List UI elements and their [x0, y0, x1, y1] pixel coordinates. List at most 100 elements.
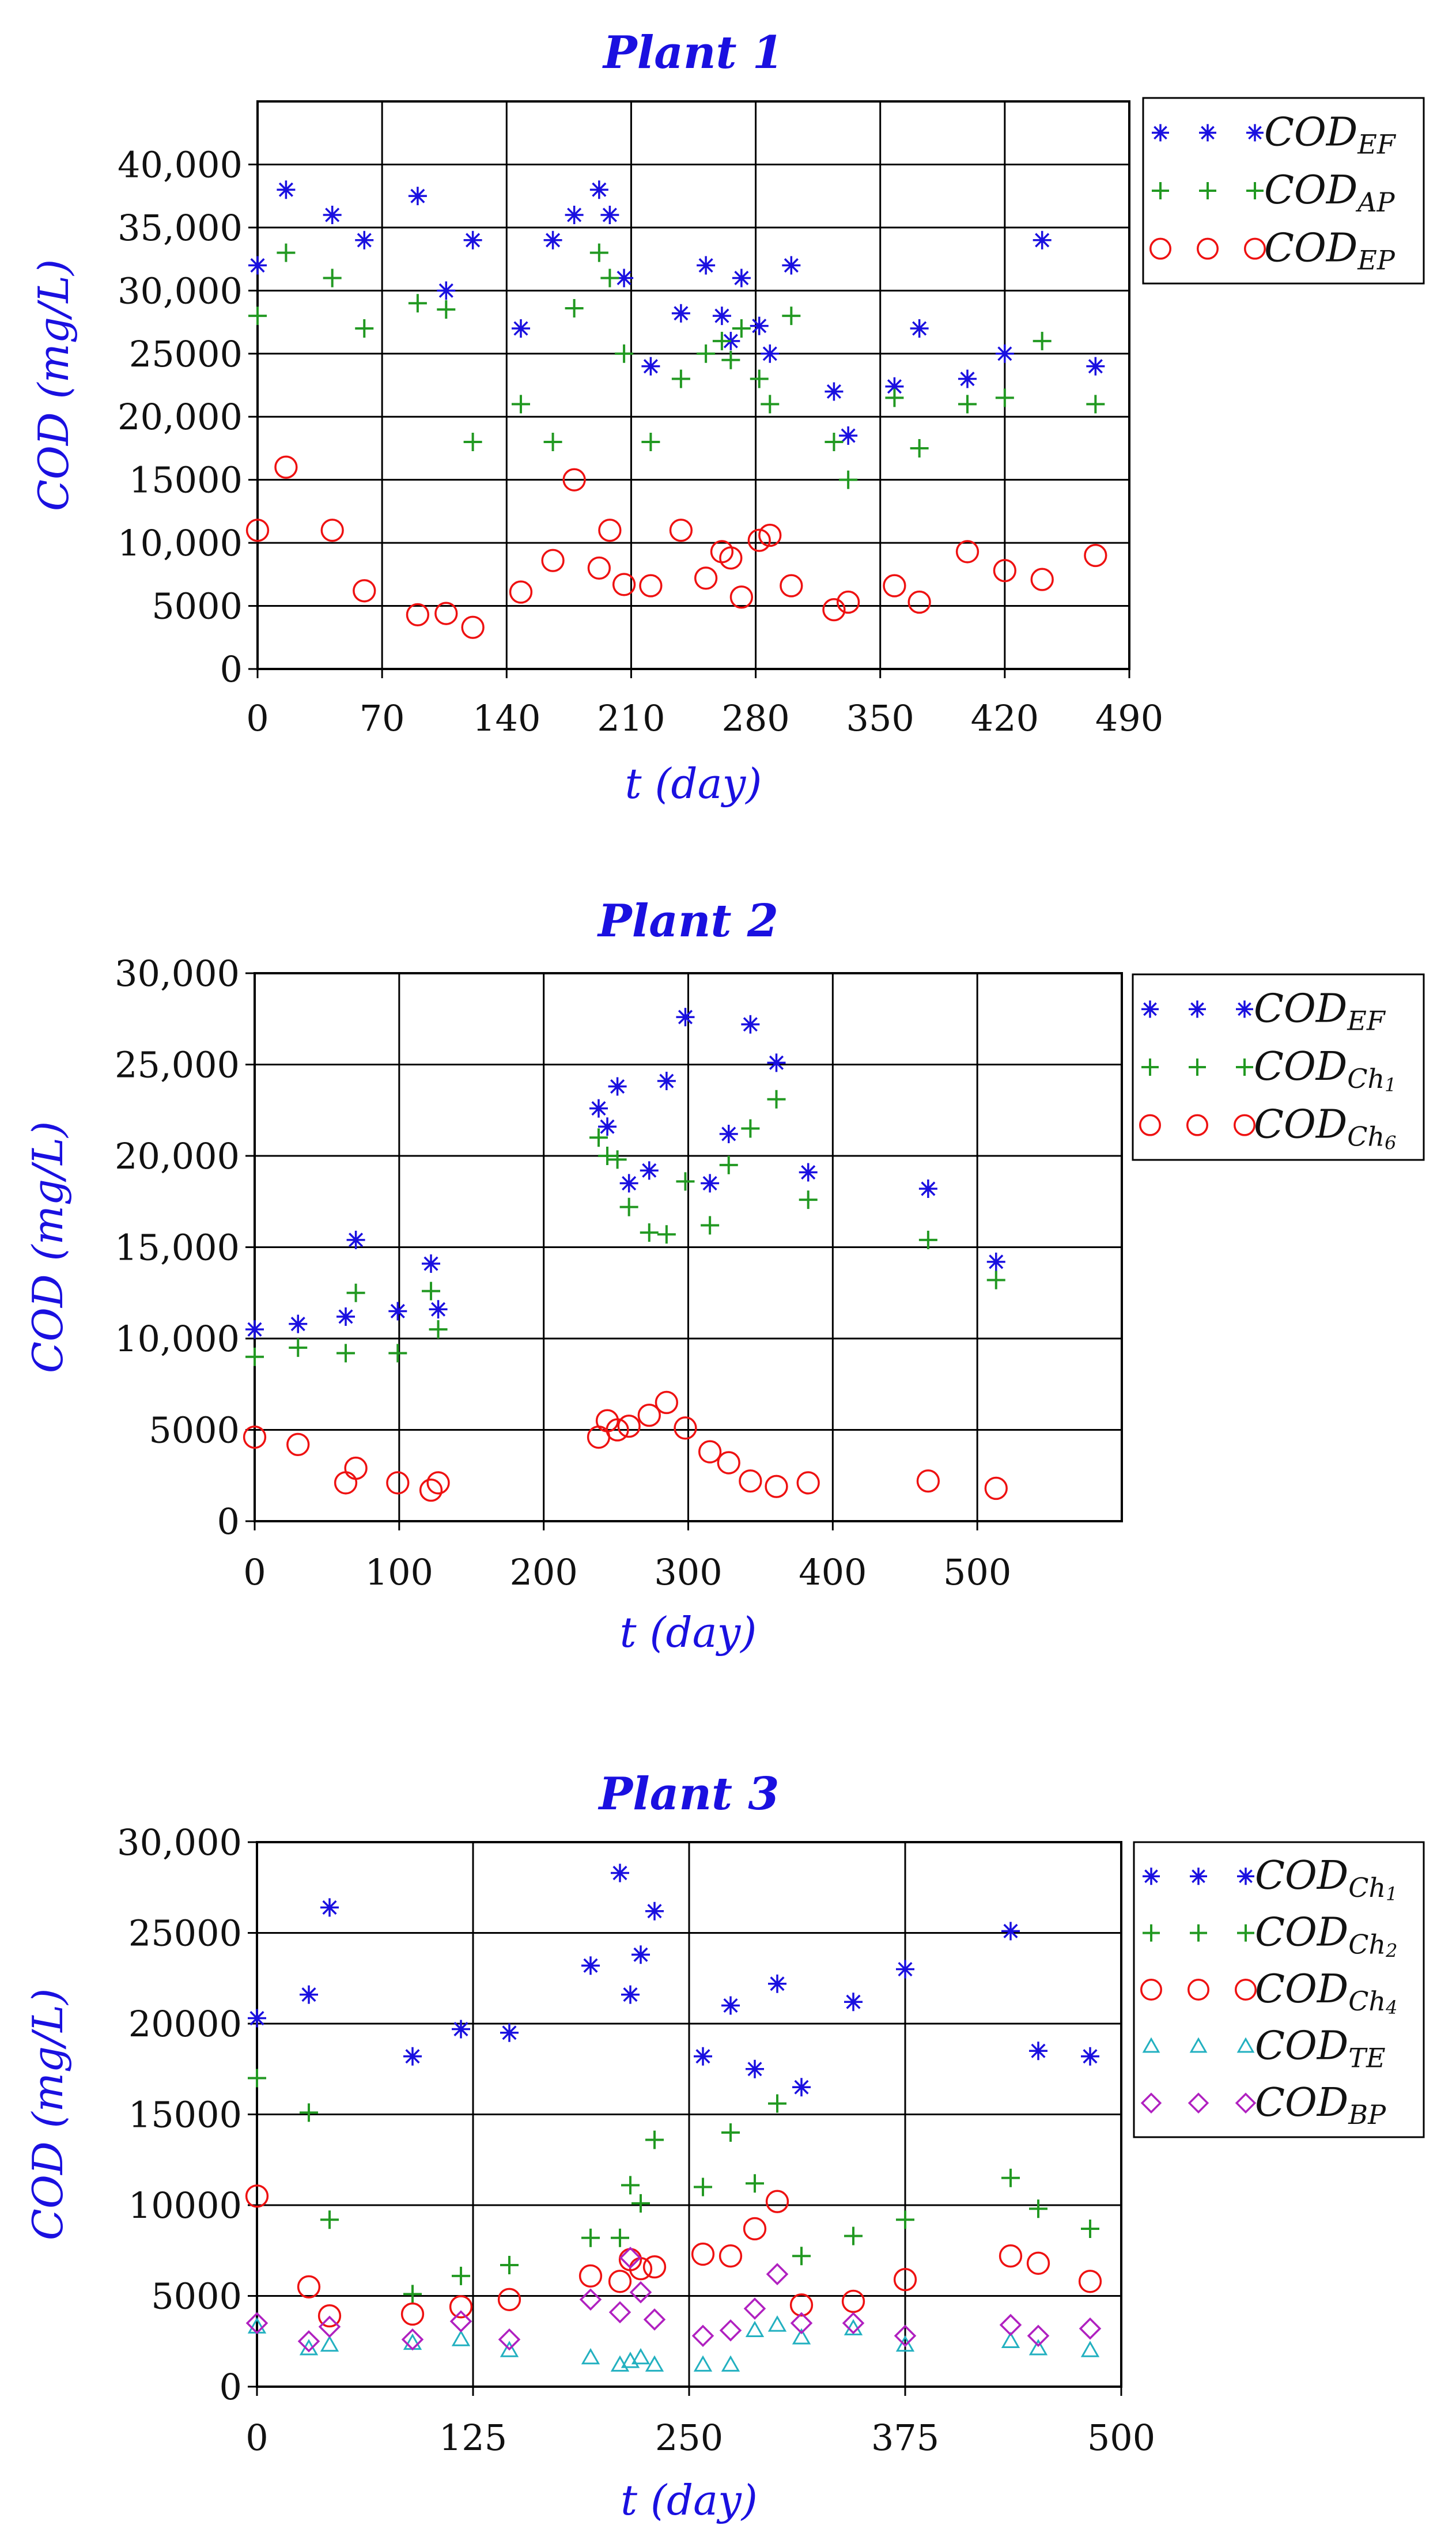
data-point — [608, 2270, 632, 2293]
y-tick-label: 0 — [220, 2366, 242, 2408]
data-point — [765, 2190, 789, 2213]
y-tick-label: 15,000 — [115, 1227, 240, 1269]
chart-title: Plant 2 — [597, 895, 778, 947]
x-tick-label: 210 — [597, 697, 665, 739]
legend-marker — [1140, 2092, 1162, 2114]
data-point — [995, 344, 1014, 363]
legend-marker — [1143, 1924, 1160, 1942]
x-axis-label: t (day) — [625, 759, 762, 808]
data-point — [498, 2328, 521, 2351]
data-point — [637, 1403, 661, 1427]
legend: CODEF CODCh1 CODCh6 — [1132, 973, 1425, 1161]
series-EP — [245, 455, 1107, 639]
data-point — [463, 230, 482, 249]
data-point — [645, 2130, 664, 2149]
data-point — [986, 1252, 1005, 1271]
data-point — [885, 388, 904, 407]
data-point — [719, 1124, 738, 1143]
data-point — [579, 2288, 602, 2311]
x-tick-label: 280 — [721, 697, 789, 739]
x-tick-label: 500 — [943, 1551, 1011, 1593]
x-tick-label: 500 — [1087, 2417, 1155, 2459]
data-point — [844, 2226, 863, 2245]
y-tick-label: 10,000 — [115, 1318, 240, 1360]
data-point — [639, 574, 663, 598]
data-point — [619, 1197, 638, 1216]
data-point — [434, 602, 458, 625]
data-point — [617, 1415, 641, 1438]
data-point — [631, 2194, 650, 2213]
data-point — [1001, 2331, 1020, 2348]
data-point — [958, 369, 977, 388]
data-point — [765, 1475, 788, 1498]
data-point — [645, 1901, 664, 1921]
data-point — [999, 2244, 1023, 2268]
data-point — [451, 2330, 471, 2346]
legend-label: CODEF — [1264, 109, 1397, 160]
data-point — [565, 298, 584, 317]
data-point — [836, 590, 860, 614]
data-point — [1033, 230, 1052, 249]
data-point — [910, 319, 929, 338]
data-point — [320, 1898, 339, 1917]
data-point — [655, 1390, 679, 1415]
x-tick-label: 125 — [439, 2417, 507, 2459]
data-point — [916, 1469, 940, 1493]
data-point — [747, 528, 771, 552]
data-point — [429, 1300, 448, 1319]
data-point — [406, 603, 430, 627]
data-point — [732, 319, 751, 338]
data-point — [766, 2263, 789, 2285]
data-point — [1078, 2270, 1102, 2293]
data-point — [741, 1015, 760, 1034]
x-tick-label: 420 — [971, 697, 1039, 739]
data-point — [1084, 543, 1107, 568]
data-point — [1027, 2324, 1050, 2347]
x-tick-label: 0 — [246, 697, 268, 739]
data-point — [277, 180, 296, 199]
data-point — [691, 2242, 715, 2266]
legend-marker — [1236, 1058, 1253, 1076]
data-point — [767, 2315, 787, 2332]
data-point — [907, 590, 931, 614]
data-point — [792, 2328, 811, 2345]
legend-marker — [1190, 1867, 1207, 1885]
y-tick-label: 10000 — [128, 2184, 242, 2226]
y-tick-label: 30,000 — [117, 1821, 242, 1863]
x-tick-label: 200 — [509, 1551, 577, 1593]
data-point — [500, 2023, 519, 2042]
data-point — [741, 1119, 760, 1138]
data-point — [697, 256, 716, 275]
data-point — [698, 1440, 722, 1464]
y-tick-label: 25,000 — [115, 1044, 240, 1086]
data-point — [694, 566, 718, 590]
legend-label: CODBP — [1255, 2080, 1386, 2130]
data-point — [598, 519, 622, 542]
data-point — [799, 1163, 818, 1182]
data-point — [796, 1471, 820, 1495]
x-tick-label: 300 — [654, 1551, 722, 1593]
data-point — [541, 549, 565, 572]
data-point — [581, 1956, 600, 1975]
legend-marker — [1237, 1924, 1254, 1942]
data-point — [768, 2094, 786, 2113]
data-point — [589, 1128, 608, 1147]
legend-marker — [1246, 182, 1264, 199]
data-point — [587, 556, 611, 580]
data-point — [274, 455, 298, 479]
y-tick-label: 0 — [220, 648, 243, 690]
data-point — [608, 1077, 627, 1096]
data-point — [500, 2255, 519, 2274]
data-point — [719, 2319, 742, 2342]
data-point — [984, 1476, 1008, 1500]
chart-1: Plant 1 0 70 140 210 280 350 420 490 0 5000 10,000 1… — [29, 27, 1425, 808]
x-tick-label: 400 — [799, 1551, 867, 1593]
data-point — [694, 2047, 712, 2066]
data-point — [621, 1985, 640, 2004]
data-point — [619, 2247, 642, 2269]
legend-marker — [1149, 237, 1171, 260]
data-point — [895, 2335, 915, 2352]
data-point — [289, 1338, 308, 1357]
